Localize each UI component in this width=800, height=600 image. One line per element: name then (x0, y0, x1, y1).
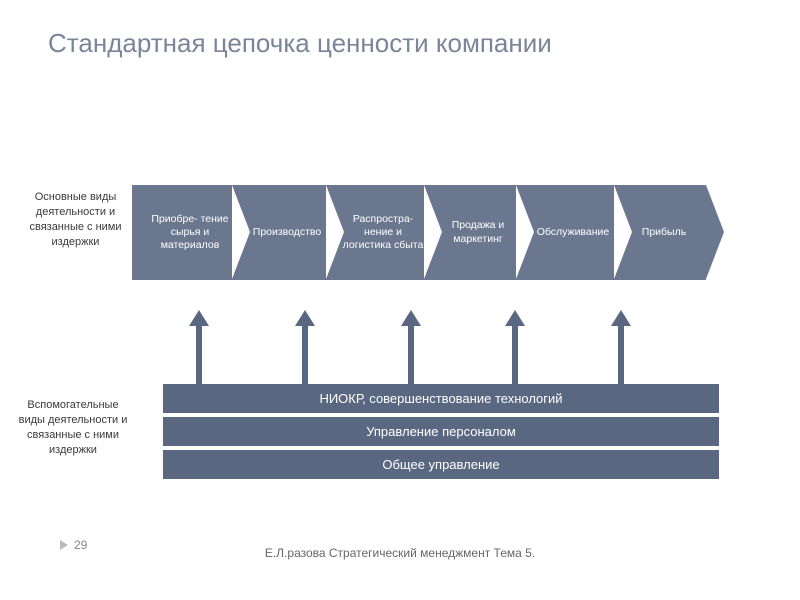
chevron-step: Производство (232, 185, 334, 280)
up-arrow-icon (406, 310, 416, 385)
support-bar: Управление персоналом (163, 417, 719, 446)
up-arrow-icon (510, 310, 520, 385)
support-bar: НИОКР, совершенствование технологий (163, 384, 719, 413)
page-arrow-icon (60, 540, 68, 550)
chevron-step: Обслуживание (516, 185, 622, 280)
footer-credit: Е.Л.разова Стратегический менеджмент Тем… (230, 546, 570, 562)
page-number-text: 29 (74, 538, 87, 552)
up-arrow-icon (300, 310, 310, 385)
value-chain-chevrons: Приобре- тение сырья и материаловПроизво… (132, 185, 698, 280)
support-activities-bars: НИОКР, совершенствование технологий Управ… (163, 384, 719, 483)
slide-title: Стандартная цепочка ценности компании (48, 28, 552, 59)
page-number: 29 (60, 538, 87, 552)
chevron-step: Прибыль (614, 185, 706, 280)
chevron-step: Продажа и маркетинг (424, 185, 524, 280)
up-arrow-icon (616, 310, 626, 385)
support-bar: Общее управление (163, 450, 719, 479)
primary-activities-label: Основные виды деятельности и связанные с… (28, 190, 123, 249)
chevron-step: Распростра- нение и логистика сбыта (326, 185, 432, 280)
support-activities-label: Вспомогательные виды деятельности и связ… (18, 398, 128, 457)
chevron-step: Приобре- тение сырья и материалов (132, 185, 240, 280)
up-arrow-icon (194, 310, 204, 385)
support-arrows (150, 290, 720, 385)
